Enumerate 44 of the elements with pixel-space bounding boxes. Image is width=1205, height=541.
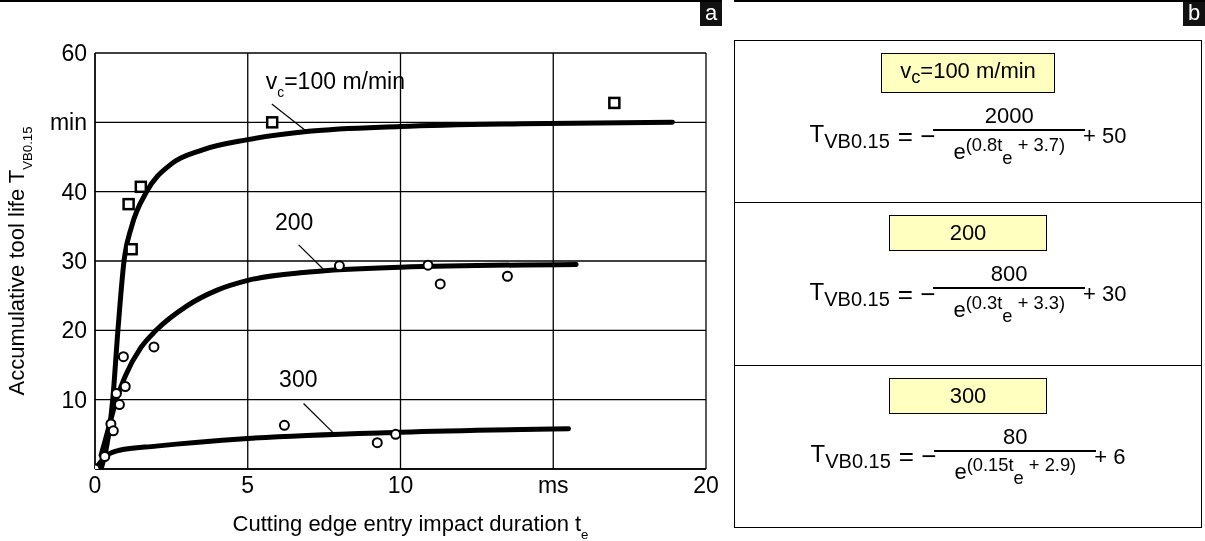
text: v$_{c}$=100 m/min — [900, 58, 1036, 88]
annotation: 200 — [274, 209, 314, 236]
point — [125, 242, 138, 256]
y-tick-label: 30 — [61, 248, 87, 275]
point — [434, 278, 446, 290]
x-axis-title: Cutting edge entry impact duration t$_{e}$ — [232, 511, 589, 541]
x-tick-label: 10 — [387, 472, 414, 499]
y-tick-label: 20 — [61, 317, 87, 344]
x-tick-label: 0 — [88, 472, 102, 499]
x-tick-label: 20 — [693, 472, 719, 499]
point — [122, 197, 135, 211]
point — [422, 259, 434, 271]
x-tick-label: 5 — [241, 472, 255, 499]
text: 800 — [990, 261, 1028, 287]
text: = − — [897, 278, 936, 309]
point — [117, 351, 129, 363]
text: 80 — [1003, 423, 1028, 449]
y-tick-label: 10 — [61, 386, 87, 413]
y-tick-label: 60 — [61, 40, 87, 67]
point — [371, 437, 383, 449]
text: = − — [897, 120, 936, 151]
point — [265, 116, 279, 129]
point — [110, 387, 122, 399]
point — [148, 341, 160, 353]
text: b — [1183, 0, 1205, 26]
text: 2000 — [984, 103, 1034, 129]
y-tick-label: 40 — [61, 178, 87, 205]
annotation: 300 — [279, 365, 318, 392]
text: = − — [898, 441, 937, 472]
text: T$_{VB0.15}$ — [809, 119, 890, 152]
point — [501, 270, 513, 282]
text: T$_{VB0.15}$ — [810, 440, 891, 472]
chart-title: a — [700, 0, 722, 26]
point — [278, 419, 290, 431]
y-tick-label: min — [49, 109, 87, 136]
point — [134, 180, 148, 194]
point — [608, 96, 621, 110]
text: + 50 — [1083, 123, 1127, 149]
text: + 6 — [1094, 443, 1126, 469]
text: + 30 — [1083, 281, 1127, 307]
x-tick-label: ms — [537, 472, 569, 499]
text: 200 — [949, 220, 987, 246]
text: 300 — [949, 382, 987, 408]
text: T$_{VB0.15}$ — [809, 277, 890, 310]
